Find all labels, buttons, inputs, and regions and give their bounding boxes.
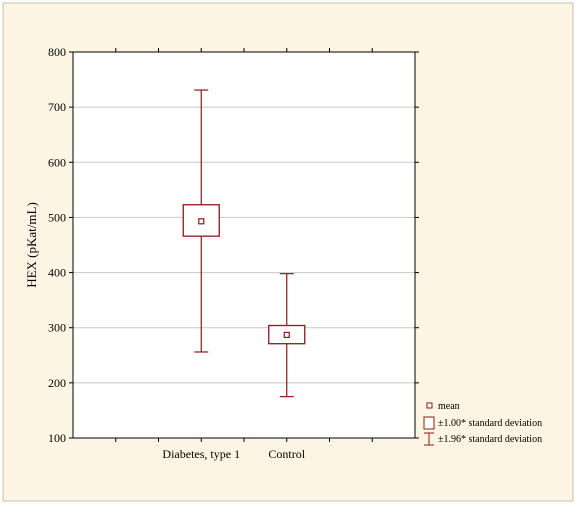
y-tick-label: 300 [48, 321, 66, 335]
y-tick-label: 700 [48, 100, 66, 114]
grid-lines [73, 106, 415, 384]
legend-label: ±1.00* standard deviation [438, 418, 542, 429]
legend-sd-swatch [423, 416, 435, 430]
y-tick-label: 600 [48, 155, 66, 169]
y-tick-label: 500 [48, 210, 66, 224]
y-tick-label: 100 [48, 431, 66, 445]
y-tick-label: 400 [48, 266, 66, 280]
mean-marker [283, 331, 290, 338]
plot-area [73, 52, 415, 438]
y-axis-label: HEX (pKat/mL) [24, 202, 39, 288]
x-axis: Diabetes, type 1 Control [115, 48, 373, 461]
x-tick-label: Diabetes, type 1 [162, 447, 240, 461]
mean-marker [198, 218, 205, 225]
legend-mean-swatch [426, 402, 433, 409]
y-axis: 100 200 300 400 500 600 700 800 [48, 45, 419, 445]
legend-label: mean [438, 401, 460, 412]
y-tick-label: 800 [48, 45, 66, 59]
y-tick-label: 200 [48, 376, 66, 390]
box-series [182, 89, 306, 398]
x-tick-label: Control [268, 447, 305, 461]
box-glyph [182, 89, 220, 353]
box-glyph [268, 273, 306, 398]
legend: mean ±1.00* standard deviation ±1.96* stan… [423, 401, 542, 446]
legend-label: ±1.96* standard deviation [438, 434, 542, 445]
